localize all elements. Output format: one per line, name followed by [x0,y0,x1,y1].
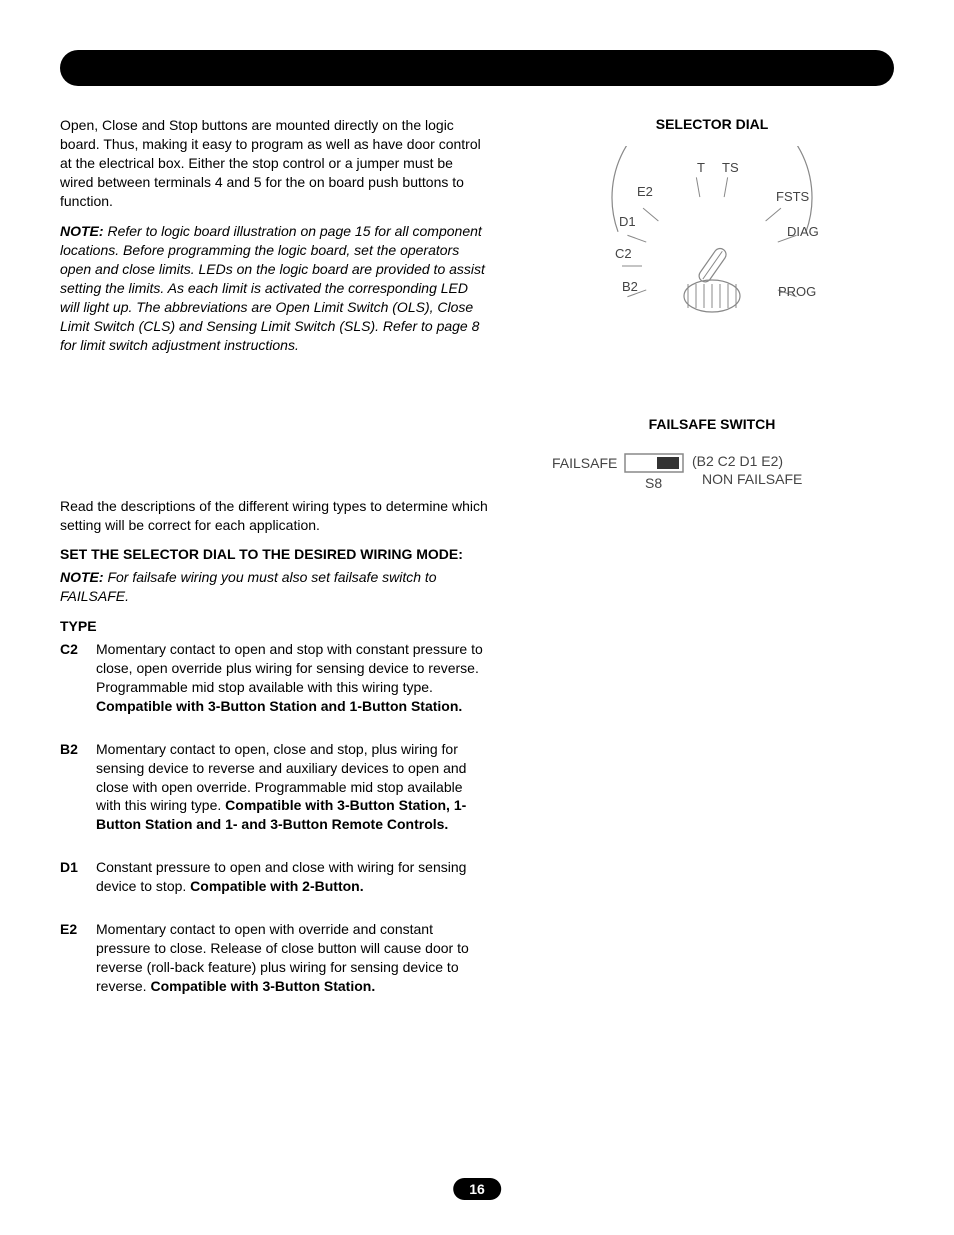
wiring-code: E2 [60,920,82,996]
wiring-intro: Read the descriptions of the different w… [60,497,490,535]
right-column: SELECTOR DIAL T TS E2 FSTS D1 DIAG C2 B2 PROG FA… [530,116,894,1020]
svg-text:C2: C2 [615,246,632,261]
svg-text:T: T [697,160,705,175]
failsafe-section: FAILSAFE SWITCH FAILSAFE (B2 C2 D1 E2) NON… [530,416,894,506]
wiring-desc: Momentary contact to open with override … [96,920,490,996]
svg-text:B2: B2 [622,279,638,294]
note-2: NOTE: For failsafe wiring you must also … [60,568,490,606]
wiring-item: C2 Momentary contact to open and stop wi… [60,640,490,716]
wiring-code: C2 [60,640,82,716]
wiring-compat: Compatible with 3-Button Station and 1-B… [96,698,462,714]
type-heading: TYPE [60,618,490,634]
wiring-compat: Compatible with 3-Button Station. [150,978,375,994]
svg-text:S8: S8 [645,475,662,491]
wiring-item: E2 Momentary contact to open with overri… [60,920,490,996]
svg-text:PROG: PROG [778,284,816,299]
svg-text:FSTS: FSTS [776,189,810,204]
note-1-label: NOTE: [60,223,104,239]
svg-text:TS: TS [722,160,739,175]
wiring-list: C2 Momentary contact to open and stop wi… [60,640,490,995]
wiring-compat: Compatible with 2-Button. [190,878,363,894]
svg-text:FAILSAFE: FAILSAFE [552,455,617,471]
note-1: NOTE: Refer to logic board illustration … [60,222,490,354]
note-1-text: Refer to logic board illustration on pag… [60,223,485,352]
svg-text:D1: D1 [619,214,636,229]
note-2-text: For failsafe wiring you must also set fa… [60,569,437,604]
svg-text:(B2 C2 D1 E2): (B2 C2 D1 E2) [692,453,783,469]
selector-dial-title: SELECTOR DIAL [530,116,894,132]
intro-paragraph: Open, Close and Stop buttons are mounted… [60,116,490,210]
failsafe-switch-title: FAILSAFE SWITCH [530,416,894,432]
wiring-code: B2 [60,740,82,834]
wiring-desc: Momentary contact to open and stop with … [96,640,490,716]
set-selector-heading: SET THE SELECTOR DIAL TO THE DESIRED WIR… [60,546,490,562]
selector-dial-diagram: T TS E2 FSTS D1 DIAG C2 B2 PROG [582,146,842,366]
failsafe-switch-diagram: FAILSAFE (B2 C2 D1 E2) NON FAILSAFE S8 [547,446,877,506]
wiring-desc: Constant pressure to open and close with… [96,858,490,896]
note-2-label: NOTE: [60,569,104,585]
wiring-desc: Momentary contact to open, close and sto… [96,740,490,834]
wiring-code: D1 [60,858,82,896]
left-column: Open, Close and Stop buttons are mounted… [60,116,490,1020]
svg-text:E2: E2 [637,184,653,199]
svg-text:NON FAILSAFE: NON FAILSAFE [702,471,802,487]
header-black-bar [60,50,894,86]
spacer [60,367,490,497]
wiring-text: Momentary contact to open and stop with … [96,641,483,695]
wiring-item: D1 Constant pressure to open and close w… [60,858,490,896]
content-row: Open, Close and Stop buttons are mounted… [60,116,894,1020]
svg-text:DIAG: DIAG [787,224,819,239]
wiring-item: B2 Momentary contact to open, close and … [60,740,490,834]
page-number: 16 [453,1178,501,1200]
